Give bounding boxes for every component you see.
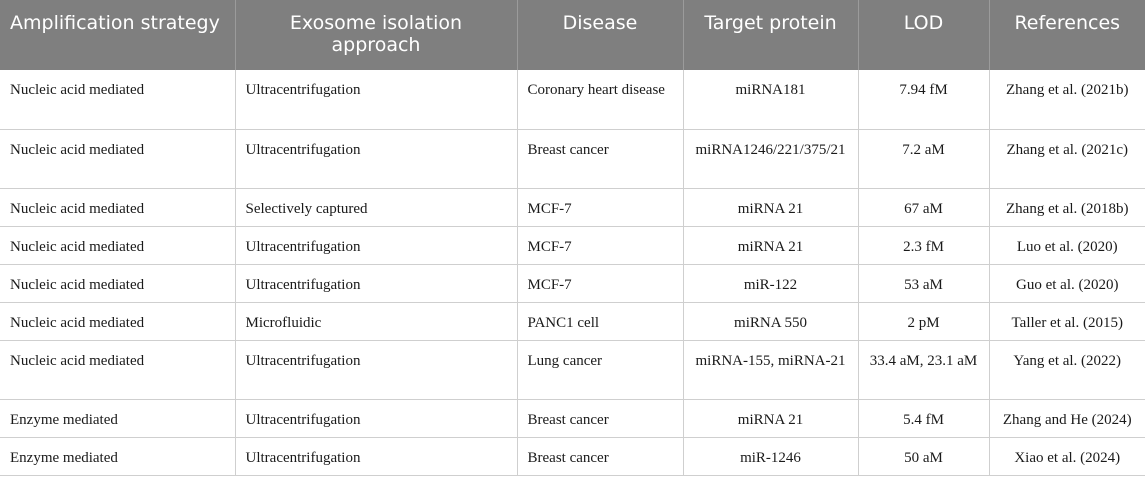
cell-disease: Coronary heart disease — [516, 70, 683, 130]
cell-strategy: Nucleic acid mediated — [0, 340, 235, 400]
cell-disease: Breast cancer — [516, 399, 683, 438]
cell-target: miRNA 550 — [682, 302, 858, 341]
table-row: Nucleic acid mediated Ultracentrifugatio… — [0, 264, 1145, 303]
cell-disease: PANC1 cell — [516, 302, 683, 341]
table-row: Nucleic acid mediated Ultracentrifugatio… — [0, 226, 1145, 265]
cell-strategy: Nucleic acid mediated — [0, 129, 235, 189]
table-body: Nucleic acid mediated Ultracentrifugatio… — [0, 70, 1145, 476]
cell-strategy: Nucleic acid mediated — [0, 226, 235, 265]
table-row: Nucleic acid mediated Ultracentrifugatio… — [0, 129, 1145, 189]
cell-strategy: Enzyme mediated — [0, 437, 235, 476]
cell-target: miRNA 21 — [682, 226, 858, 265]
cell-reference: Luo et al. (2020) — [988, 226, 1145, 265]
header-exosome-isolation-approach: Exosome isolation approach — [234, 0, 517, 70]
cell-lod: 7.2 aM — [857, 129, 989, 189]
cell-lod: 53 aM — [857, 264, 989, 303]
cell-target: miRNA1246/221/375/21 — [682, 129, 858, 189]
cell-disease: MCF-7 — [516, 226, 683, 265]
cell-lod: 33.4 aM, 23.1 aM — [857, 340, 989, 400]
cell-reference: Xiao et al. (2024) — [988, 437, 1145, 476]
cell-target: miRNA-155, miRNA-21 — [682, 340, 858, 400]
cell-disease: MCF-7 — [516, 188, 683, 227]
cell-disease: Breast cancer — [516, 437, 683, 476]
cell-strategy: Enzyme mediated — [0, 399, 235, 438]
cell-target: miRNA 21 — [682, 188, 858, 227]
cell-reference: Zhang and He (2024) — [988, 399, 1145, 438]
header-row: Amplification strategy Exosome isolation… — [0, 0, 1145, 70]
cell-lod: 2 pM — [857, 302, 989, 341]
cell-reference: Guo et al. (2020) — [988, 264, 1145, 303]
cell-target: miRNA181 — [682, 70, 858, 130]
cell-isolation: Ultracentrifugation — [234, 70, 517, 130]
cell-reference: Zhang et al. (2021b) — [988, 70, 1145, 130]
cell-lod: 50 aM — [857, 437, 989, 476]
cell-isolation: Ultracentrifugation — [234, 340, 517, 400]
cell-reference: Taller et al. (2015) — [988, 302, 1145, 341]
cell-isolation: Microfluidic — [234, 302, 517, 341]
cell-target: miR-1246 — [682, 437, 858, 476]
header-target-protein: Target protein — [682, 0, 858, 70]
cell-strategy: Nucleic acid mediated — [0, 264, 235, 303]
cell-target: miR-122 — [682, 264, 858, 303]
table-row: Enzyme mediated Ultracentrifugation Brea… — [0, 437, 1145, 476]
table-header: Amplification strategy Exosome isolation… — [0, 0, 1145, 70]
cell-isolation: Ultracentrifugation — [234, 437, 517, 476]
cell-isolation: Ultracentrifugation — [234, 129, 517, 189]
table-row: Enzyme mediated Ultracentrifugation Brea… — [0, 399, 1145, 438]
table-row: Nucleic acid mediated Microfluidic PANC1… — [0, 302, 1145, 341]
table-row: Nucleic acid mediated Ultracentrifugatio… — [0, 340, 1145, 400]
cell-lod: 7.94 fM — [857, 70, 989, 130]
cell-reference: Zhang et al. (2018b) — [988, 188, 1145, 227]
cell-target: miRNA 21 — [682, 399, 858, 438]
cell-disease: MCF-7 — [516, 264, 683, 303]
cell-reference: Zhang et al. (2021c) — [988, 129, 1145, 189]
cell-strategy: Nucleic acid mediated — [0, 70, 235, 130]
cell-lod: 5.4 fM — [857, 399, 989, 438]
cell-disease: Breast cancer — [516, 129, 683, 189]
table-row: Nucleic acid mediated Selectively captur… — [0, 188, 1145, 227]
cell-strategy: Nucleic acid mediated — [0, 302, 235, 341]
header-amplification-strategy: Amplification strategy — [0, 0, 235, 70]
cell-isolation: Ultracentrifugation — [234, 399, 517, 438]
cell-disease: Lung cancer — [516, 340, 683, 400]
table-row: Nucleic acid mediated Ultracentrifugatio… — [0, 70, 1145, 130]
header-lod: LOD — [857, 0, 989, 70]
cell-reference: Yang et al. (2022) — [988, 340, 1145, 400]
cell-lod: 2.3 fM — [857, 226, 989, 265]
cell-isolation: Selectively captured — [234, 188, 517, 227]
cell-strategy: Nucleic acid mediated — [0, 188, 235, 227]
header-disease: Disease — [516, 0, 683, 70]
cell-isolation: Ultracentrifugation — [234, 264, 517, 303]
cell-lod: 67 aM — [857, 188, 989, 227]
cell-isolation: Ultracentrifugation — [234, 226, 517, 265]
header-references: References — [988, 0, 1145, 70]
